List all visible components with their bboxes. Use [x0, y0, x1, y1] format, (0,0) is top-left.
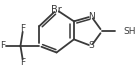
- Text: F: F: [21, 24, 26, 33]
- Text: F: F: [1, 41, 6, 50]
- Text: S: S: [88, 41, 94, 50]
- Text: Br: Br: [51, 5, 62, 15]
- Text: F: F: [21, 58, 26, 67]
- Text: N: N: [88, 12, 95, 21]
- Text: SH: SH: [123, 27, 136, 36]
